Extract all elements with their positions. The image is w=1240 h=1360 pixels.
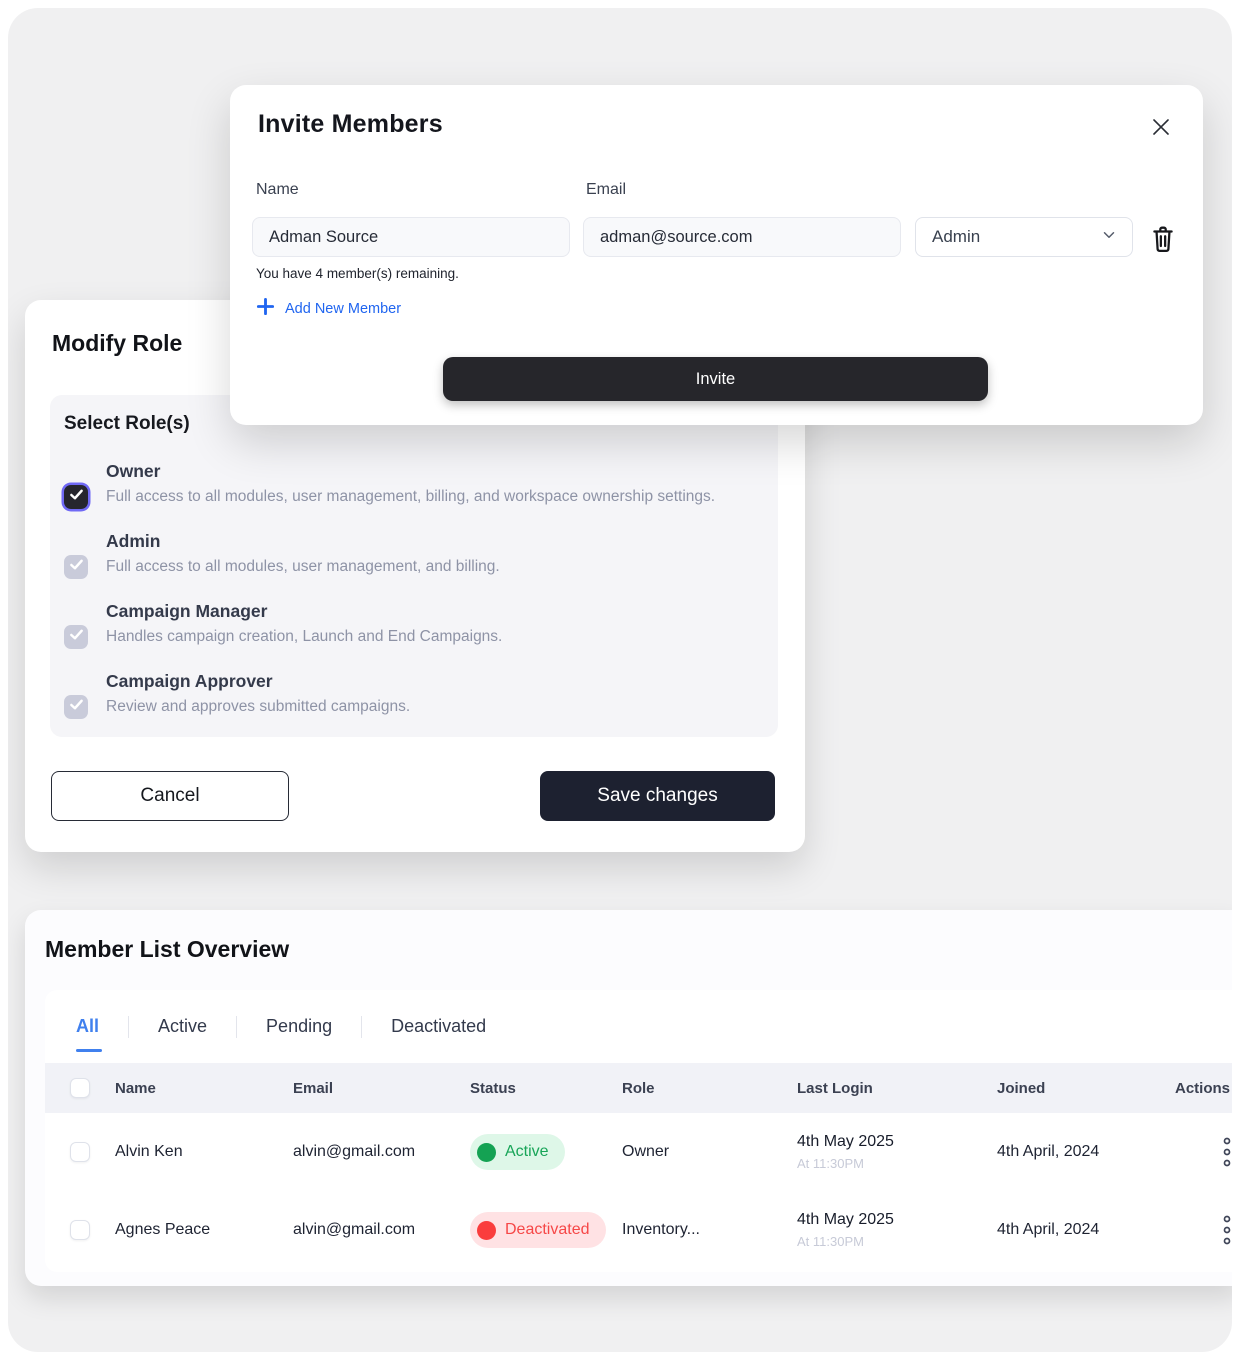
cancel-button[interactable]: Cancel [51,771,289,821]
modify-role-title: Modify Role [52,330,183,356]
member-name: Alvin Ken [115,1143,183,1160]
status-dot-icon [477,1220,496,1240]
name-input[interactable] [252,217,570,257]
member-list-title: Member List Overview [45,936,290,962]
joined-date: 4th April, 2024 [997,1143,1100,1160]
last-login-cell: 4th May 2025 At 11:30PM [797,1133,997,1171]
chevron-down-icon [1100,226,1118,249]
role-name: Campaign Approver [106,671,273,692]
check-icon [69,697,84,717]
joined-date: 4th April, 2024 [997,1221,1100,1238]
email-label: Email [586,181,627,198]
table-row: Alvin Ken alvin@gmail.com Active Owner 4… [45,1113,1232,1191]
member-name: Agnes Peace [115,1221,211,1238]
role-text: Owner Full access to all modules, user m… [106,461,722,509]
member-list-panel: All Active Pending Deactivated Name Emai… [45,990,1232,1272]
select-roles-heading: Select Role(s) [64,413,190,434]
column-header-status: Status [470,1079,516,1097]
member-role: Inventory... [622,1221,700,1238]
member-email: alvin@gmail.com [293,1221,416,1238]
member-list-tabs: All Active Pending Deactivated [45,990,1232,1052]
save-changes-button[interactable]: Save changes [540,771,775,821]
member-list-card: Member List Overview All Active Pending … [25,910,1232,1286]
role-option-campaign-approver: Campaign Approver Review and approves su… [64,671,764,720]
role-option-campaign-manager: Campaign Manager Handles campaign creati… [64,601,764,650]
plus-icon [256,297,275,320]
members-remaining-note: You have 4 member(s) remaining. [256,266,459,281]
tab-pending[interactable]: Pending [266,1016,333,1036]
column-header-role: Role [622,1079,655,1097]
kebab-menu-icon[interactable] [1217,1135,1232,1169]
role-dropdown-value: Admin [932,227,981,246]
invite-members-modal: Invite Members Name Email Admin You have… [230,85,1203,425]
add-new-member-label: Add New Member [285,300,402,317]
close-icon[interactable] [1149,115,1173,139]
role-text: Admin Full access to all modules, user m… [106,531,722,579]
last-login-time: At 11:30PM [797,1156,864,1171]
check-icon [69,487,84,507]
role-option-owner: Owner Full access to all modules, user m… [64,461,764,509]
role-text: Campaign Manager Handles campaign creati… [106,601,722,649]
admin-checkbox[interactable] [64,555,88,580]
role-name: Owner [106,461,161,481]
role-description: Full access to all modules, user managem… [106,558,500,576]
app-background: Modify Role Select Role(s) Owner Full ac… [8,8,1232,1352]
campaign-approver-checkbox[interactable] [64,695,88,720]
trash-icon[interactable] [1150,225,1176,253]
status-badge: Deactivated [470,1212,606,1248]
column-header-last-login: Last Login [797,1079,873,1097]
role-dropdown[interactable]: Admin [915,217,1133,257]
last-login-date: 4th May 2025 [797,1211,894,1228]
member-role: Owner [622,1143,670,1160]
last-login-cell: 4th May 2025 At 11:30PM [797,1211,997,1249]
status-badge: Active [470,1134,565,1170]
column-header-email: Email [293,1079,334,1097]
role-description: Handles campaign creation, Launch and En… [106,628,503,646]
column-header-actions: Actions [1175,1079,1231,1097]
tab-all[interactable]: All [76,1016,103,1052]
select-all-checkbox[interactable] [70,1078,90,1098]
role-name: Admin [106,531,161,552]
check-icon [69,557,84,577]
table-header-row: Name Email Status Role Last Login Joined… [45,1063,1232,1113]
tab-divider [128,1015,130,1038]
invite-members-title: Invite Members [258,110,443,138]
name-label: Name [256,181,299,198]
role-option-admin: Admin Full access to all modules, user m… [64,531,764,580]
campaign-manager-checkbox[interactable] [64,625,88,650]
status-dot-icon [477,1142,496,1162]
select-roles-panel: Select Role(s) Owner Full access to all … [50,395,778,737]
row-checkbox[interactable] [70,1220,90,1240]
check-icon [69,627,84,647]
role-name: Campaign Manager [106,601,268,622]
role-description: Review and approves submitted campaigns. [106,698,411,716]
kebab-menu-icon[interactable] [1217,1213,1232,1247]
add-new-member-button[interactable]: Add New Member [256,297,401,320]
tab-divider [236,1015,238,1038]
invite-button[interactable]: Invite [443,357,988,401]
column-header-name: Name [115,1079,156,1097]
table-row: Agnes Peace alvin@gmail.com Deactivated … [45,1191,1232,1269]
row-checkbox[interactable] [70,1142,90,1162]
tab-divider [361,1015,363,1038]
role-text: Campaign Approver Review and approves su… [106,671,722,719]
role-description: Full access to all modules, user managem… [106,488,716,505]
last-login-time: At 11:30PM [797,1234,864,1249]
column-header-joined: Joined [997,1079,1046,1097]
email-input[interactable] [583,217,901,257]
tab-deactivated[interactable]: Deactivated [391,1016,487,1036]
last-login-date: 4th May 2025 [797,1133,894,1150]
member-email: alvin@gmail.com [293,1143,416,1160]
owner-checkbox[interactable] [64,485,88,509]
tab-active[interactable]: Active [158,1016,208,1036]
